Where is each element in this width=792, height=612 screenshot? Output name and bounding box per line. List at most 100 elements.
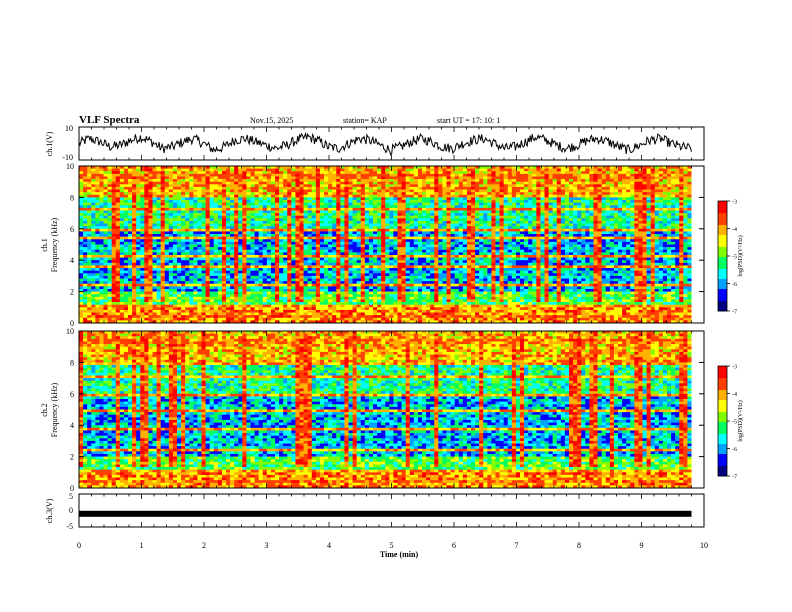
- spectrogram-cell: [577, 189, 582, 193]
- spectrogram-cell: [422, 249, 427, 253]
- spectrogram-cell: [573, 236, 578, 240]
- spectrogram-cell: [140, 189, 145, 193]
- spectrogram-cell: [95, 213, 100, 217]
- spectrogram-cell: [295, 176, 300, 180]
- spectrogram-cell: [258, 194, 264, 198]
- spectrogram-cell: [230, 210, 235, 214]
- spectrogram-cell: [646, 181, 651, 185]
- spectrogram-cell: [160, 166, 166, 169]
- spectrogram-cell: [450, 241, 455, 245]
- spectrogram-cell: [605, 168, 611, 172]
- spectrogram-cell: [630, 173, 635, 177]
- spectrogram-cell: [564, 189, 570, 193]
- spectrogram-cell: [283, 223, 288, 227]
- spectrogram-cell: [356, 223, 362, 227]
- spectrogram-cell: [230, 207, 235, 211]
- spectrogram-cell: [385, 207, 390, 211]
- spectrogram-cell: [193, 236, 198, 240]
- spectrogram-cell: [405, 247, 411, 251]
- spectrogram-cell: [630, 215, 635, 219]
- spectrogram-cell: [87, 207, 92, 211]
- spectrogram-cell: [340, 179, 345, 182]
- spectrogram-cell: [671, 226, 676, 230]
- spectrogram-cell: [221, 181, 227, 185]
- spectrogram-cell: [250, 236, 255, 240]
- ch1-ytick-top: 10: [65, 124, 73, 133]
- spectrogram-cell: [99, 189, 104, 193]
- spectrogram-cell: [238, 189, 243, 193]
- spectrogram-cell: [193, 184, 198, 188]
- spectrogram-cell: [499, 166, 504, 169]
- spectrogram-cell: [450, 179, 455, 182]
- spectrogram-cell: [177, 252, 182, 256]
- spectrogram-cell: [123, 179, 129, 182]
- spectrogram-cell: [328, 197, 333, 201]
- spectrogram-cell: [177, 168, 182, 172]
- spectrogram-cell: [332, 210, 337, 214]
- spectrogram-cell: [552, 241, 558, 245]
- spectrogram-cell: [626, 171, 631, 175]
- spectrogram-cell: [83, 252, 88, 256]
- spectrogram-cell: [662, 247, 668, 251]
- spectrogram-cell: [303, 249, 308, 253]
- spectrogram-cell: [381, 241, 386, 245]
- spectrogram-cell: [597, 231, 602, 235]
- spectrogram-cell: [405, 249, 411, 253]
- spectrogram-cell: [270, 210, 276, 214]
- spectrogram-cell: [430, 166, 435, 169]
- spectrogram-cell: [279, 228, 284, 232]
- spectrogram-cell: [299, 231, 304, 235]
- spectrogram-cell: [544, 213, 549, 217]
- spectrogram-cell: [479, 249, 484, 253]
- spectrogram-cell: [348, 223, 353, 227]
- spectrogram-cell: [520, 171, 525, 175]
- spectrogram-cell: [605, 202, 611, 206]
- spectrogram-cell: [368, 197, 374, 201]
- spectrogram-cell: [299, 244, 304, 248]
- spectrogram-cell: [540, 226, 545, 230]
- spectrogram-cell: [520, 166, 525, 169]
- spectrogram-cell: [581, 200, 586, 203]
- spectrogram-cell: [373, 186, 378, 190]
- spectrogram-cell: [132, 220, 137, 224]
- spectrogram-cell: [609, 173, 615, 177]
- spectrogram-cell: [91, 207, 96, 211]
- spectrogram-cell: [618, 223, 623, 227]
- spectrogram-cell: [409, 239, 415, 243]
- spectrogram-cell: [266, 181, 272, 185]
- spectrogram-cell: [422, 231, 427, 235]
- spectrogram-cell: [91, 223, 96, 227]
- spectrogram-cell: [381, 189, 386, 193]
- spectrogram-cell: [450, 223, 455, 227]
- spectrogram-cell: [324, 186, 329, 190]
- spectrogram-cell: [389, 210, 394, 214]
- spectrogram-cell: [348, 173, 353, 177]
- spectrogram-cell: [242, 213, 247, 217]
- spectrogram-cell: [450, 186, 455, 190]
- spectrogram-cell: [377, 186, 382, 190]
- spectrogram-cell: [238, 213, 243, 217]
- spectrogram-cell: [111, 186, 117, 190]
- spectrogram-cell: [152, 241, 157, 245]
- spectrogram-cell: [601, 218, 607, 222]
- spectrogram-cell: [99, 171, 104, 175]
- spectrogram-cell: [548, 197, 553, 201]
- spectrogram-cell: [658, 249, 664, 253]
- spectrogram-cell: [548, 226, 553, 230]
- spectrogram-cell: [618, 241, 623, 245]
- spectrogram-cell: [422, 194, 427, 198]
- spectrogram-cell: [667, 205, 672, 209]
- spectrogram-cell: [520, 239, 525, 243]
- spectrogram-cell: [160, 220, 166, 224]
- spectrogram-cell: [536, 186, 541, 190]
- spectrogram-cell: [556, 197, 562, 201]
- spectrogram-cell: [646, 223, 651, 227]
- spectrogram-cell: [254, 194, 259, 198]
- spectrogram-cell: [609, 241, 615, 245]
- spectrogram-cell: [160, 200, 166, 203]
- spectrogram-cell: [177, 176, 182, 180]
- spectrogram-cell: [136, 176, 141, 180]
- spectrogram-cell: [291, 200, 296, 203]
- spectrogram-cell: [246, 215, 251, 219]
- spectrogram-cell: [238, 220, 243, 224]
